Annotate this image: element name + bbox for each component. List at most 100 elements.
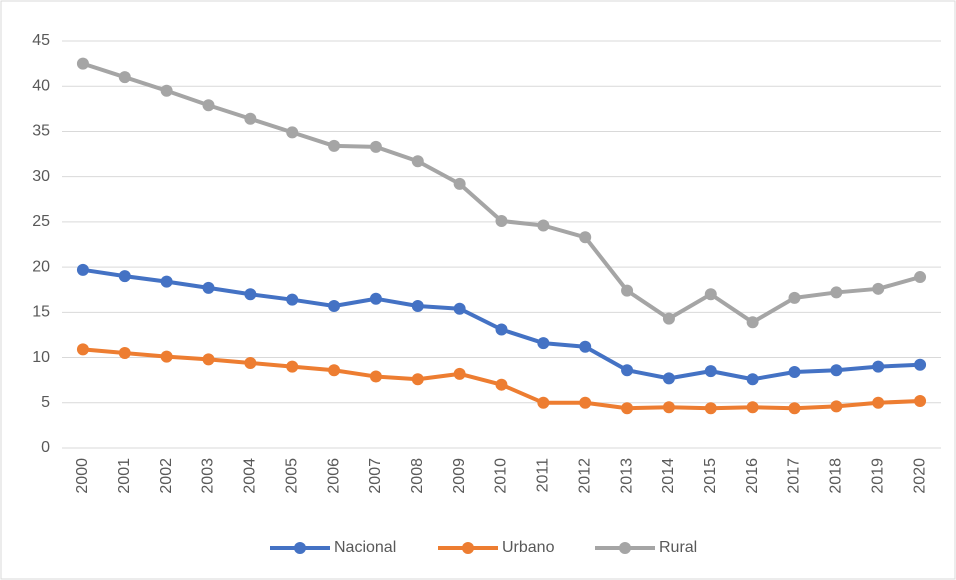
y-tick-label: 0 [41,439,50,456]
y-tick-label: 45 [32,32,50,49]
x-tick-label: 2002 [158,458,175,494]
point [76,343,89,356]
x-tick-label: 2007 [367,458,384,494]
point [411,300,424,313]
point [495,323,508,336]
x-tick-label: 2015 [702,458,719,494]
point [495,214,508,227]
x-tick-label: 2016 [744,458,761,494]
point [286,293,299,306]
x-tick-label: 2020 [911,458,928,494]
y-tick-label: 35 [32,123,50,140]
point [453,367,466,380]
y-tick-label: 20 [32,258,50,275]
point [369,292,382,305]
point [579,396,592,409]
y-tick-label: 5 [41,394,50,411]
point [328,300,341,313]
point [453,302,466,315]
point [872,360,885,373]
point [202,99,215,112]
y-tick-label: 30 [32,168,50,185]
point [160,275,173,288]
point [830,364,843,377]
point [579,340,592,353]
point [914,271,927,284]
point [872,282,885,295]
point [369,370,382,383]
legend-marker [294,542,306,554]
y-tick-label: 40 [32,77,50,94]
x-tick-label: 2019 [869,458,886,494]
point [914,394,927,407]
point [662,401,675,414]
x-tick-label: 2005 [283,458,300,494]
point [788,366,801,379]
x-tick-label: 2006 [325,458,342,494]
legend-label: Nacional [334,539,396,556]
point [537,337,550,350]
point [830,400,843,413]
x-tick-label: 2004 [242,458,259,494]
point [411,155,424,168]
x-tick-label: 2012 [576,458,593,494]
point [704,365,717,378]
point [244,356,257,369]
x-tick-label: 2000 [74,458,91,494]
x-tick-label: 2003 [200,458,217,494]
point [160,84,173,97]
point [411,373,424,386]
point [662,312,675,325]
point [118,270,131,283]
point [537,396,550,409]
point [872,396,885,409]
legend-marker [619,542,631,554]
y-tick-label: 10 [32,349,50,366]
point [286,126,299,139]
x-tick-label: 2009 [451,458,468,494]
point [746,316,759,329]
point [788,291,801,304]
point [118,347,131,360]
point [453,177,466,190]
x-tick-label: 2018 [828,458,845,494]
point [495,378,508,391]
y-tick-label: 15 [32,304,50,321]
point [704,288,717,301]
point [746,401,759,414]
point [621,284,634,297]
point [160,350,173,363]
x-tick-label: 2008 [409,458,426,494]
point [537,219,550,232]
point [286,360,299,373]
point [202,281,215,294]
point [244,288,257,301]
point [328,139,341,152]
point [621,364,634,377]
x-tick-label: 2013 [618,458,635,494]
y-tick-label: 25 [32,213,50,230]
point [662,372,675,385]
point [369,140,382,153]
legend-label: Urbano [502,539,555,556]
point [746,373,759,386]
point [328,364,341,377]
x-tick-label: 2001 [116,458,133,494]
legend-marker [462,542,474,554]
point [76,263,89,276]
point [788,402,801,415]
point [704,402,717,415]
point [202,353,215,366]
point [579,231,592,244]
point [830,286,843,299]
legend-label: Rural [659,539,697,556]
point [244,112,257,125]
x-tick-label: 2010 [493,458,510,494]
point [76,57,89,70]
point [118,71,131,84]
x-tick-label: 2014 [660,458,677,494]
point [914,358,927,371]
point [621,402,634,415]
